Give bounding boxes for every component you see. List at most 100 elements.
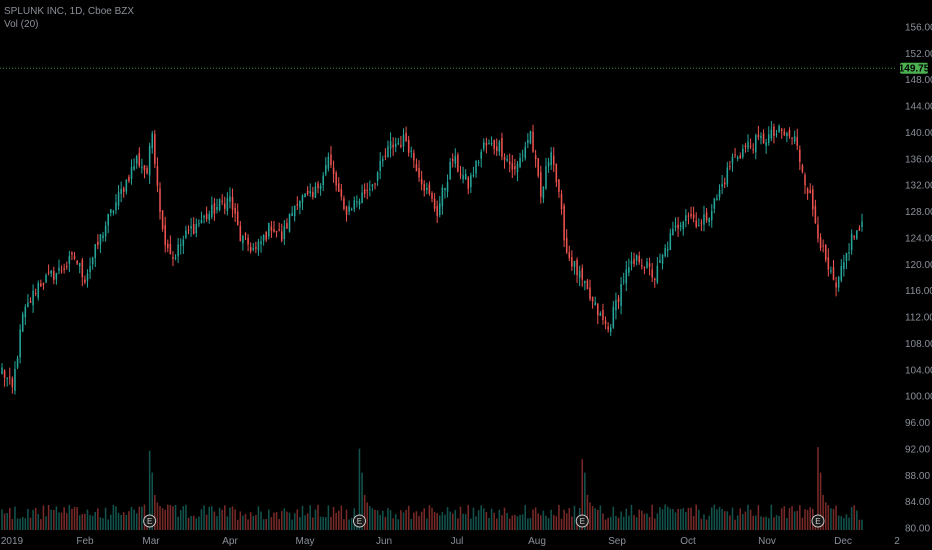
candle-body	[332, 167, 335, 174]
candle-body	[778, 125, 780, 132]
volume-bar	[167, 504, 169, 530]
y-tick-label: 120.00	[905, 260, 932, 271]
candle-body	[780, 129, 783, 132]
candle-body	[656, 265, 659, 283]
volume-bar	[148, 450, 151, 530]
volume-bar	[506, 513, 508, 530]
candle-body	[679, 225, 682, 227]
volume-bar	[467, 505, 470, 530]
volume-bar	[397, 519, 400, 530]
candle-body	[633, 259, 635, 264]
candle-body	[187, 229, 190, 231]
volume-bar	[612, 506, 615, 530]
volume-bar	[50, 509, 52, 530]
candle-body	[340, 189, 343, 197]
candle-body	[723, 182, 726, 185]
volume-bar	[58, 512, 60, 530]
x-tick-label: May	[296, 536, 315, 547]
candle-body	[770, 129, 773, 139]
volume-bar	[164, 509, 166, 530]
candle-body	[156, 166, 159, 186]
volume-bar	[68, 505, 71, 530]
candle-body	[265, 231, 267, 240]
volume-bar	[449, 511, 451, 530]
volume-bar	[242, 515, 244, 530]
volume-bar	[84, 513, 86, 530]
candle-body	[89, 266, 91, 272]
candle-body	[418, 168, 420, 178]
candle-body	[799, 149, 801, 162]
volume-bar	[407, 505, 410, 530]
candle-body	[213, 203, 216, 214]
earnings-marker-label: E	[147, 517, 152, 526]
candle-body	[475, 160, 477, 174]
volume-bar	[107, 519, 109, 530]
volume-bar	[483, 508, 485, 530]
candle-body	[110, 209, 112, 214]
volume-bar	[716, 509, 718, 530]
volume-bar	[286, 511, 288, 530]
candle-body	[6, 377, 8, 379]
volume-bar	[837, 515, 840, 530]
candle-body	[444, 187, 446, 190]
volume-bar	[550, 509, 552, 530]
candle-body	[420, 178, 423, 185]
candle-body	[625, 269, 628, 284]
volume-bar	[589, 502, 591, 530]
candle-body	[775, 133, 778, 135]
candle-body	[195, 223, 198, 234]
volume-bar	[179, 510, 182, 530]
candle-body	[410, 150, 413, 152]
candle-body	[464, 173, 467, 180]
y-tick-label: 140.00	[905, 128, 932, 139]
volume-bar	[415, 511, 418, 530]
candle-body	[65, 266, 68, 268]
volume-bar	[262, 519, 265, 530]
volume-bar	[21, 517, 24, 530]
volume-bar	[604, 519, 607, 530]
volume-bar	[687, 507, 690, 530]
candle-body	[260, 241, 262, 245]
volume-bar	[690, 507, 692, 530]
candle-body	[495, 146, 498, 151]
volume-bar	[392, 518, 394, 530]
volume-bar	[488, 517, 490, 530]
volume-bar	[345, 509, 348, 530]
candle-body	[591, 296, 594, 302]
candle-body	[856, 230, 858, 239]
volume-bar	[133, 509, 135, 530]
candle-body	[542, 186, 545, 199]
y-tick-label: 80.00	[905, 524, 930, 535]
candle-body	[185, 230, 187, 238]
candle-body	[519, 157, 521, 167]
volume-bar	[433, 511, 436, 530]
candle-body	[16, 358, 19, 368]
volume-bar	[718, 507, 721, 530]
volume-bar	[436, 513, 438, 530]
volume-bar	[330, 516, 332, 530]
volume-bar	[788, 508, 791, 530]
candle-body	[545, 166, 547, 189]
y-tick-label: 132.00	[905, 181, 932, 192]
volume-bar	[749, 509, 752, 530]
candle-body	[218, 199, 221, 211]
volume-bar	[459, 506, 462, 530]
candle-body	[356, 201, 358, 203]
volume-bar	[125, 515, 128, 530]
candle-body	[174, 257, 177, 259]
candle-body	[837, 277, 840, 288]
candle-body	[615, 300, 617, 311]
candle-body	[736, 157, 739, 159]
volume-bar	[428, 505, 431, 530]
candle-body	[558, 179, 560, 193]
volume-bar	[490, 508, 493, 530]
volume-bar	[638, 509, 641, 530]
volume-bar	[37, 513, 40, 530]
candle-body	[708, 218, 710, 222]
volume-bar	[27, 509, 29, 530]
candle-body	[653, 278, 656, 281]
volume-bar	[568, 508, 571, 530]
candle-body	[312, 191, 314, 198]
